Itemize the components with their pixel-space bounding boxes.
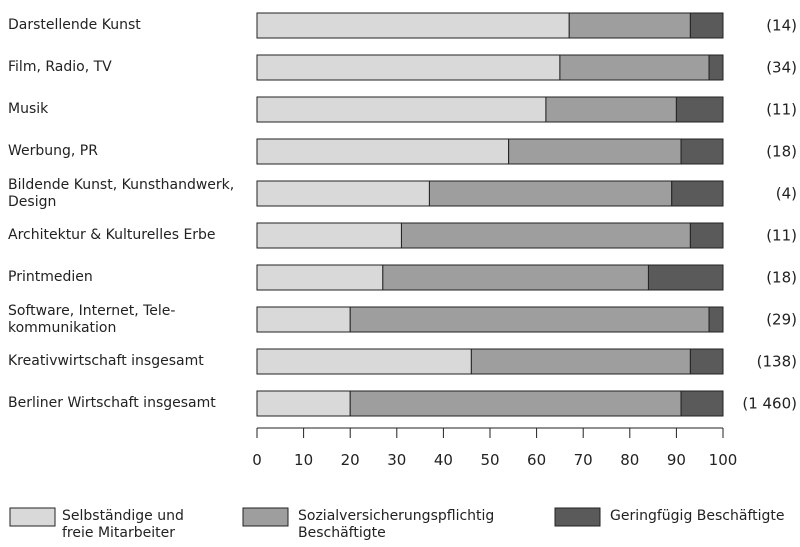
- category-label: Kreativwirtschaft insgesamt: [8, 353, 204, 369]
- bar-segment: [256, 96, 547, 123]
- category-label: Darstellende Kunst: [8, 17, 141, 33]
- legend-swatch: [9, 507, 56, 527]
- bar-segment: [680, 390, 724, 417]
- legend-label: Sozialversicherungspflichtig Beschäftigt…: [298, 508, 495, 541]
- bar-segment: [470, 348, 691, 375]
- bar-segment: [559, 54, 710, 81]
- bar-segment: [428, 180, 673, 207]
- x-tick-label: 30: [387, 451, 406, 469]
- bar-segment: [689, 12, 724, 39]
- category-label: Printmedien: [8, 269, 93, 285]
- count-label: (34): [766, 59, 797, 77]
- x-tick-label: 0: [252, 451, 262, 469]
- category-label: Musik: [8, 101, 49, 117]
- count-label: (11): [766, 101, 797, 119]
- category-label: Architektur & Kulturelles Erbe: [8, 227, 216, 243]
- bar-segment: [256, 54, 561, 81]
- bar-segment: [256, 306, 351, 333]
- x-tick-label: 90: [667, 451, 686, 469]
- count-label: (11): [766, 227, 797, 245]
- bar-segment: [689, 348, 724, 375]
- bar-segment: [568, 12, 691, 39]
- bar-segment: [256, 138, 510, 165]
- bar-segment: [675, 96, 724, 123]
- bar-segment: [647, 264, 724, 291]
- count-label: (138): [757, 353, 797, 371]
- category-label: Berliner Wirtschaft insgesamt: [8, 395, 216, 411]
- count-label: (29): [766, 311, 797, 329]
- bar-segment: [256, 264, 384, 291]
- bar-segment: [689, 222, 724, 249]
- bar-segment: [382, 264, 649, 291]
- count-label: (14): [766, 17, 797, 35]
- category-label: Werbung, PR: [8, 143, 98, 159]
- bar-segment: [256, 12, 570, 39]
- bar-segment: [400, 222, 691, 249]
- bar-segment: [508, 138, 682, 165]
- bar-segment: [708, 306, 724, 333]
- bar-segment: [256, 222, 402, 249]
- category-label: Software, Internet, Tele- kommunikation: [8, 302, 176, 336]
- count-label: (18): [766, 269, 797, 287]
- x-tick-label: 40: [434, 451, 453, 469]
- bar-segment: [349, 306, 710, 333]
- x-tick-label: 70: [574, 451, 593, 469]
- legend-label: Geringfügig Beschäftigte: [610, 508, 785, 524]
- legend-label: Selbständige und freie Mitarbeiter: [62, 508, 184, 541]
- bar-segment: [671, 180, 724, 207]
- x-tick-label: 10: [294, 451, 313, 469]
- x-tick-label: 20: [341, 451, 360, 469]
- x-tick-label: 60: [527, 451, 546, 469]
- bar-segment: [545, 96, 677, 123]
- bar-segment: [256, 348, 472, 375]
- bar-segment: [349, 390, 682, 417]
- x-tick-label: 50: [480, 451, 499, 469]
- legend-swatch: [242, 507, 289, 527]
- bar-segment: [256, 390, 351, 417]
- count-label: (1 460): [742, 395, 797, 413]
- bar-segment: [256, 180, 430, 207]
- x-tick-label: 100: [709, 451, 738, 469]
- bar-segment: [708, 54, 724, 81]
- legend-swatch: [554, 507, 601, 527]
- count-label: (4): [776, 185, 797, 203]
- x-tick-label: 80: [620, 451, 639, 469]
- category-label: Film, Radio, TV: [8, 59, 112, 75]
- bar-segment: [680, 138, 724, 165]
- category-label: Bildende Kunst, Kunsthandwerk, Design: [8, 176, 235, 210]
- count-label: (18): [766, 143, 797, 161]
